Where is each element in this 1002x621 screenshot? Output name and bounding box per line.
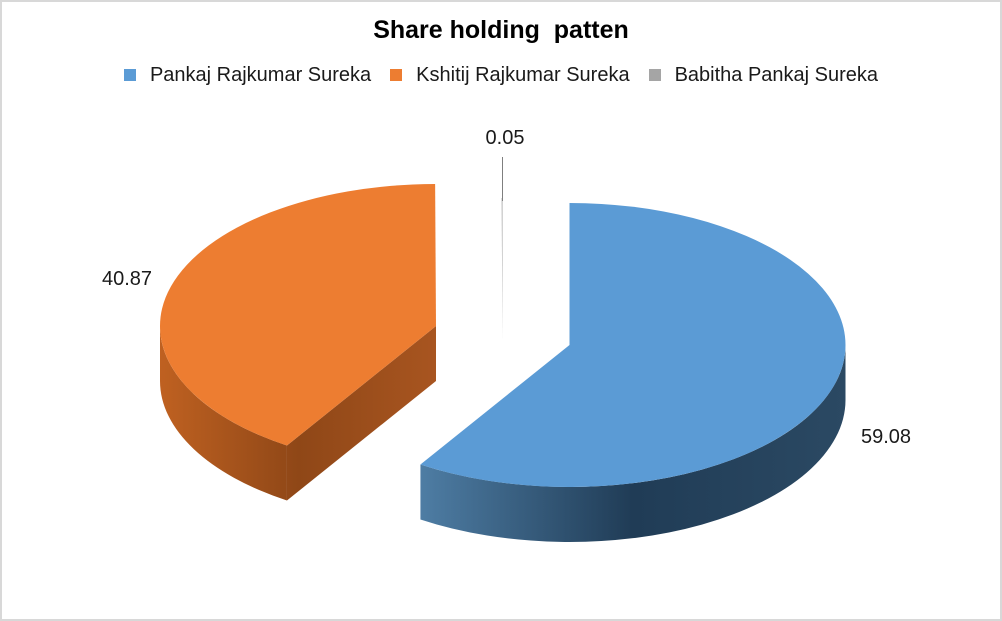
pie-slice-0-top xyxy=(420,203,846,487)
data-label-babitha: 0.05 xyxy=(485,127,525,149)
legend-item-pankaj: Pankaj Rajkumar Sureka xyxy=(123,63,372,87)
legend-item-babitha: Babitha Pankaj Sureka xyxy=(648,63,879,87)
legend-label-kshitij: Kshitij Rajkumar Sureka xyxy=(416,64,630,86)
legend-swatch-pankaj xyxy=(123,69,136,81)
legend-swatch-kshitij xyxy=(390,69,403,81)
legend-swatch-babitha xyxy=(648,69,661,81)
data-label-pankaj: 59.08 xyxy=(860,426,912,448)
legend: Pankaj Rajkumar Sureka Kshitij Rajkumar … xyxy=(2,63,1000,87)
chart-title: Share holding patten xyxy=(373,16,629,44)
pie-slice-1-cut-face xyxy=(286,326,436,501)
legend-label-pankaj: Pankaj Rajkumar Sureka xyxy=(149,64,372,86)
legend-item-kshitij: Kshitij Rajkumar Sureka xyxy=(390,63,630,87)
pie-slice-1-top xyxy=(159,184,436,446)
pie-slice-2-top xyxy=(501,197,503,340)
pie-slice-0-side-wall xyxy=(420,345,846,543)
legend-label-babitha: Babitha Pankaj Sureka xyxy=(674,64,879,86)
pie-slice-1-side-wall xyxy=(160,326,287,501)
data-label-kshitij: 40.87 xyxy=(101,268,153,290)
